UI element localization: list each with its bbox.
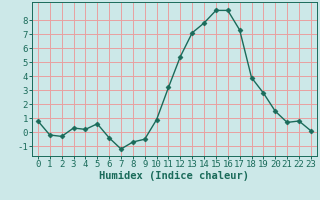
X-axis label: Humidex (Indice chaleur): Humidex (Indice chaleur) xyxy=(100,171,249,181)
